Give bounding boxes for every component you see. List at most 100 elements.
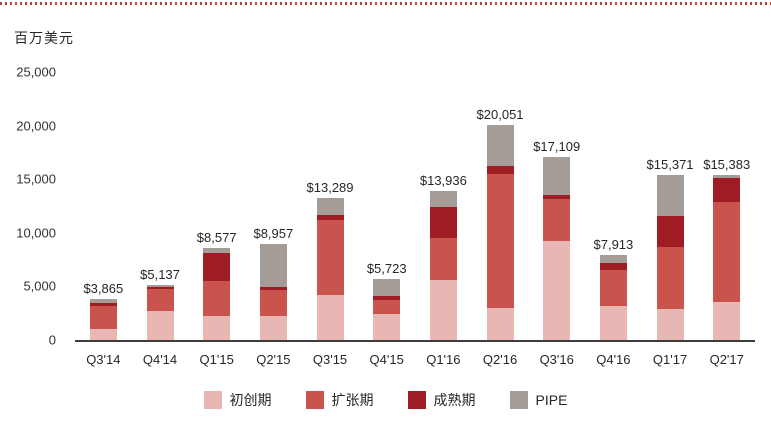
- bar-column: $13,936: [415, 72, 472, 340]
- bar-segment: [89, 305, 117, 330]
- stacked-bar: [656, 175, 684, 340]
- bar-segment: [316, 214, 344, 220]
- bar-segment: [316, 197, 344, 215]
- legend-color-swatch: [203, 391, 222, 409]
- stacked-bar: [146, 284, 174, 340]
- y-tick-label: 0: [48, 332, 56, 348]
- bar-column: $3,865: [75, 72, 132, 340]
- bar-segment: [599, 262, 627, 271]
- bar-column: $13,289: [302, 72, 359, 340]
- bar-segment: [429, 238, 457, 280]
- bar-segment: [203, 281, 231, 317]
- bar-segment: [486, 125, 514, 167]
- bar-segment: [543, 195, 571, 199]
- bar-value-label: $20,051: [476, 107, 524, 123]
- stacked-bar: [543, 156, 571, 340]
- bar-segment: [429, 190, 457, 208]
- x-tick-label: Q2'16: [482, 352, 518, 367]
- bar-segment: [713, 178, 741, 202]
- bar-column: $5,723: [358, 72, 415, 340]
- bar-value-label: $13,936: [419, 172, 467, 188]
- bar-segment: [373, 314, 401, 340]
- bar-value-label: $17,109: [533, 138, 581, 154]
- bar-segment: [259, 316, 287, 340]
- bar-segment: [259, 289, 287, 317]
- stacked-bar: [259, 244, 287, 340]
- bar-segment: [316, 294, 344, 340]
- bar-segment: [429, 207, 457, 239]
- stacked-bar: [203, 248, 231, 340]
- bar-column: $17,109: [528, 72, 585, 340]
- bar-value-label: $8,577: [196, 230, 237, 246]
- legend-label: 成熟期: [433, 392, 476, 408]
- bar-segment: [203, 253, 231, 282]
- dotted-divider-line: [0, 2, 771, 5]
- bar-column: $20,051: [472, 72, 529, 340]
- bar-segment: [656, 308, 684, 340]
- bar-column: $7,913: [585, 72, 642, 340]
- y-tick-label: 20,000: [16, 118, 56, 134]
- bar-value-label: $5,723: [366, 260, 407, 276]
- bars-container: $3,865 $5,137 $8,577 $8,957 $13,289 $5,723 $13…: [75, 72, 755, 340]
- x-tick-label: Q2'15: [256, 352, 291, 367]
- bar-segment: [259, 244, 287, 287]
- legend-color-swatch: [407, 391, 426, 409]
- bar-segment: [713, 175, 741, 179]
- bar-segment: [146, 288, 174, 312]
- legend-color-swatch: [305, 391, 324, 409]
- stacked-bar: [89, 298, 117, 340]
- x-axis-baseline: [75, 340, 755, 342]
- bar-segment: [599, 305, 627, 340]
- bar-segment: [146, 286, 174, 289]
- bar-segment: [373, 296, 401, 301]
- bar-segment: [429, 279, 457, 340]
- bar-value-label: $5,137: [140, 266, 180, 282]
- bar-value-label: $3,865: [83, 280, 124, 296]
- bar-value-label: $8,957: [253, 226, 294, 241]
- chart-legend: 初创期 扩张期 成熟期 PIPE: [0, 390, 771, 410]
- x-tick-label: Q2'17: [709, 352, 744, 367]
- bar-column: $15,383: [698, 72, 755, 340]
- bar-segment: [713, 302, 741, 340]
- legend-color-swatch: [509, 391, 528, 409]
- bar-segment: [656, 246, 684, 309]
- legend-label: 扩张期: [331, 392, 374, 408]
- stacked-bar: [486, 125, 514, 340]
- x-tick-label: Q3'14: [86, 352, 121, 367]
- bar-segment: [543, 241, 571, 340]
- bar-segment: [89, 302, 117, 306]
- x-tick-label: Q1'16: [426, 352, 461, 367]
- bar-column: $15,371: [642, 72, 699, 340]
- legend-item: 初创期: [203, 390, 272, 410]
- legend-item: PIPE: [509, 391, 568, 409]
- bar-column: $8,957: [245, 72, 302, 340]
- bar-segment: [656, 215, 684, 247]
- stacked-bar-chart: $3,865 $5,137 $8,577 $8,957 $13,289 $5,723 $13…: [75, 72, 755, 340]
- bar-column: $8,577: [188, 72, 245, 340]
- bar-segment: [486, 173, 514, 308]
- y-axis: 0 5,000 10,000 15,000 20,000 25,000: [0, 65, 66, 348]
- y-tick-label: 25,000: [16, 64, 56, 80]
- x-tick-label: Q4'16: [596, 352, 631, 367]
- y-tick-label: 5,000: [23, 278, 56, 294]
- bar-segment: [713, 201, 741, 303]
- bar-segment: [89, 298, 117, 303]
- x-tick-label: Q1'17: [652, 352, 688, 367]
- bar-segment: [203, 248, 231, 254]
- legend-label: PIPE: [535, 392, 568, 408]
- bar-value-label: $15,383: [703, 157, 751, 173]
- stacked-bar: [599, 255, 627, 340]
- x-tick-label: Q3'15: [312, 352, 348, 367]
- x-tick-label: Q3'16: [539, 352, 574, 367]
- bar-segment: [373, 278, 401, 297]
- bar-segment: [599, 255, 627, 263]
- legend-label: 初创期: [229, 392, 272, 408]
- stacked-bar: [429, 190, 457, 340]
- legend-item: 扩张期: [305, 390, 374, 410]
- bar-segment: [259, 286, 287, 290]
- bar-segment: [316, 219, 344, 295]
- bar-segment: [146, 311, 174, 340]
- bar-segment: [543, 156, 571, 196]
- bar-segment: [486, 307, 514, 340]
- bar-segment: [203, 316, 231, 340]
